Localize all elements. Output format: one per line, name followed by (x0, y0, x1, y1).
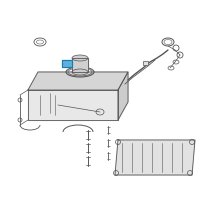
Polygon shape (28, 72, 128, 90)
Ellipse shape (72, 55, 88, 61)
Polygon shape (62, 60, 72, 67)
Polygon shape (115, 140, 195, 175)
Polygon shape (118, 72, 128, 120)
Polygon shape (72, 58, 88, 72)
Polygon shape (28, 90, 118, 120)
Bar (143, 61, 148, 65)
Ellipse shape (72, 69, 88, 75)
